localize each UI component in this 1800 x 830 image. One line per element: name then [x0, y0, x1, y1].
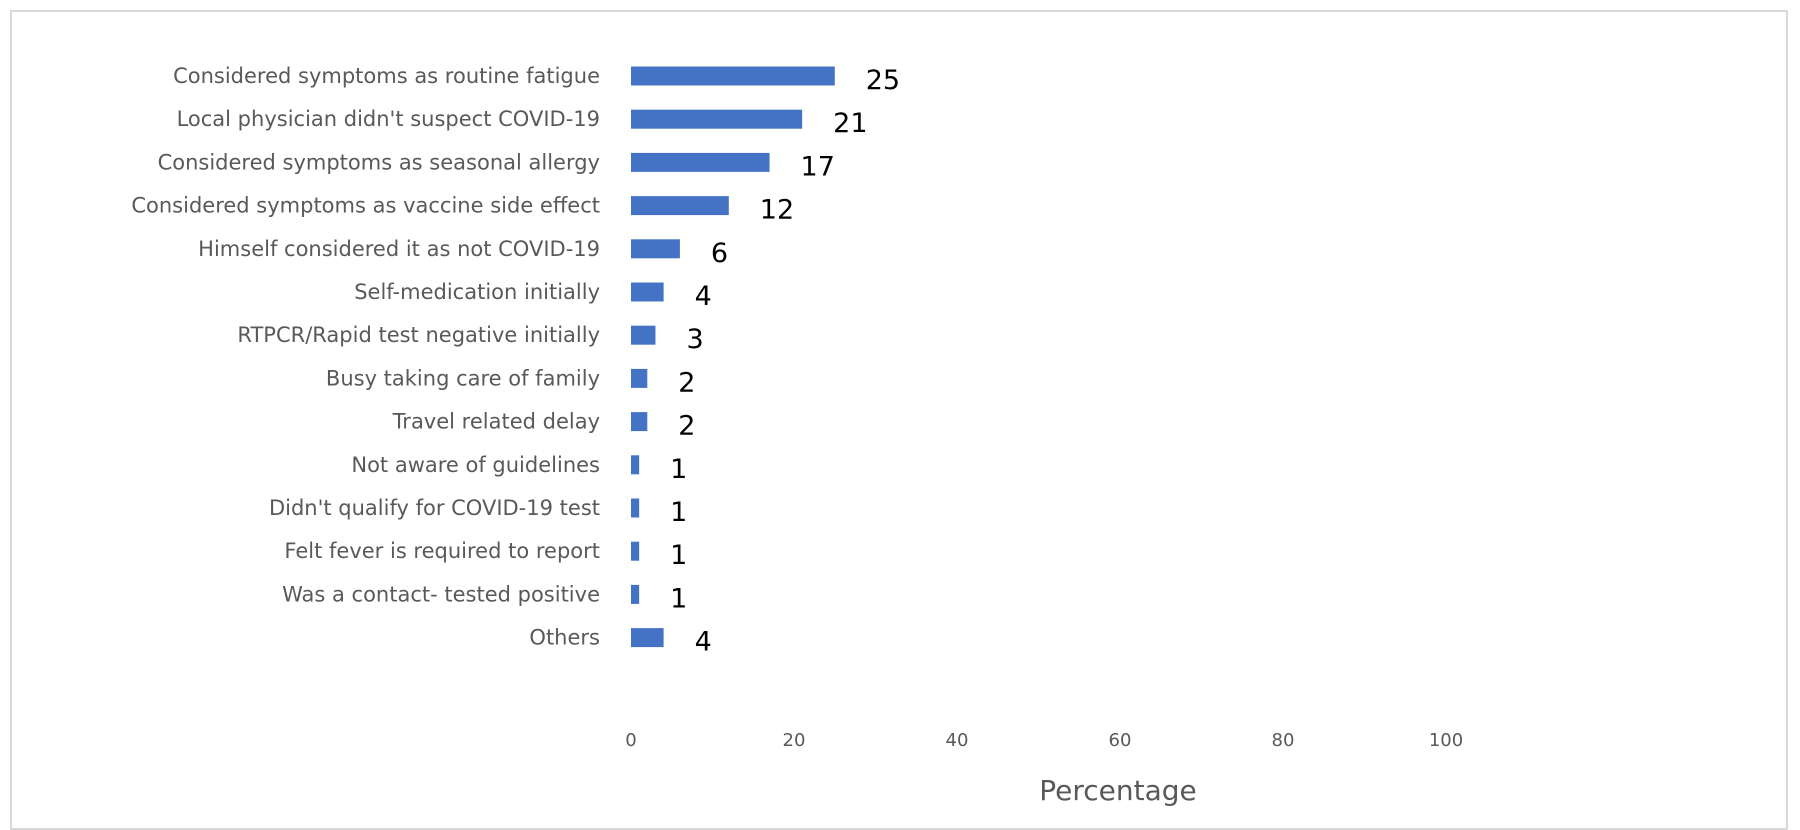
x-axis-title: Percentage: [1039, 774, 1197, 807]
category-label: Travel related delay: [392, 410, 600, 434]
data-label: 2: [678, 411, 695, 442]
category-label: Felt fever is required to report: [284, 539, 600, 563]
category-label: Considered symptoms as routine fatigue: [173, 64, 600, 88]
bar: [631, 282, 664, 302]
chart-frame: [10, 10, 1788, 830]
x-tick-label: 80: [1272, 730, 1295, 751]
category-label: Was a contact- tested positive: [282, 582, 600, 606]
data-label: 3: [686, 324, 703, 355]
data-label: 4: [695, 281, 712, 312]
bar: [631, 541, 640, 561]
bar: [631, 628, 664, 648]
data-label: 1: [670, 540, 687, 571]
category-label: Himself considered it as not COVID-19: [198, 237, 600, 261]
data-label: 2: [678, 367, 695, 398]
x-axis-ticks: 0 20 40 60 80 100: [625, 730, 1463, 751]
x-tick-label: 40: [946, 730, 969, 751]
data-label: 1: [670, 583, 687, 614]
data-label: 6: [711, 238, 728, 269]
category-label: Considered symptoms as seasonal allergy: [158, 150, 600, 174]
bar: [631, 66, 835, 86]
bar: [631, 584, 640, 604]
data-label: 1: [670, 497, 687, 528]
data-label: 17: [801, 151, 835, 182]
category-labels: Considered symptoms as routine fatigue Lo…: [131, 64, 600, 650]
x-tick-label: 0: [625, 730, 636, 751]
x-tick-label: 60: [1109, 730, 1132, 751]
category-label: Not aware of guidelines: [351, 453, 600, 477]
bar: [631, 325, 656, 345]
data-label: 12: [760, 195, 794, 226]
category-label: Others: [529, 626, 600, 650]
bar: [631, 109, 803, 129]
x-tick-label: 20: [783, 730, 806, 751]
category-label: Considered symptoms as vaccine side effe…: [131, 194, 600, 218]
bars: [631, 66, 835, 648]
category-label: Self-medication initially: [354, 280, 600, 304]
data-label: 21: [833, 108, 867, 139]
category-label: Didn't qualify for COVID-19 test: [269, 496, 600, 520]
data-label: 1: [670, 454, 687, 485]
data-label: 4: [695, 627, 712, 658]
category-label: Busy taking care of family: [326, 366, 600, 390]
data-label: 25: [866, 65, 900, 96]
bar: [631, 412, 648, 432]
category-label: Local physician didn't suspect COVID-19: [177, 107, 600, 131]
bar: [631, 196, 729, 216]
x-tick-label: 100: [1429, 730, 1463, 751]
bar: [631, 152, 770, 172]
bar: [631, 239, 680, 259]
bar: [631, 368, 648, 388]
bar: [631, 455, 640, 475]
category-label: RTPCR/Rapid test negative initially: [237, 323, 600, 347]
bar: [631, 498, 640, 518]
